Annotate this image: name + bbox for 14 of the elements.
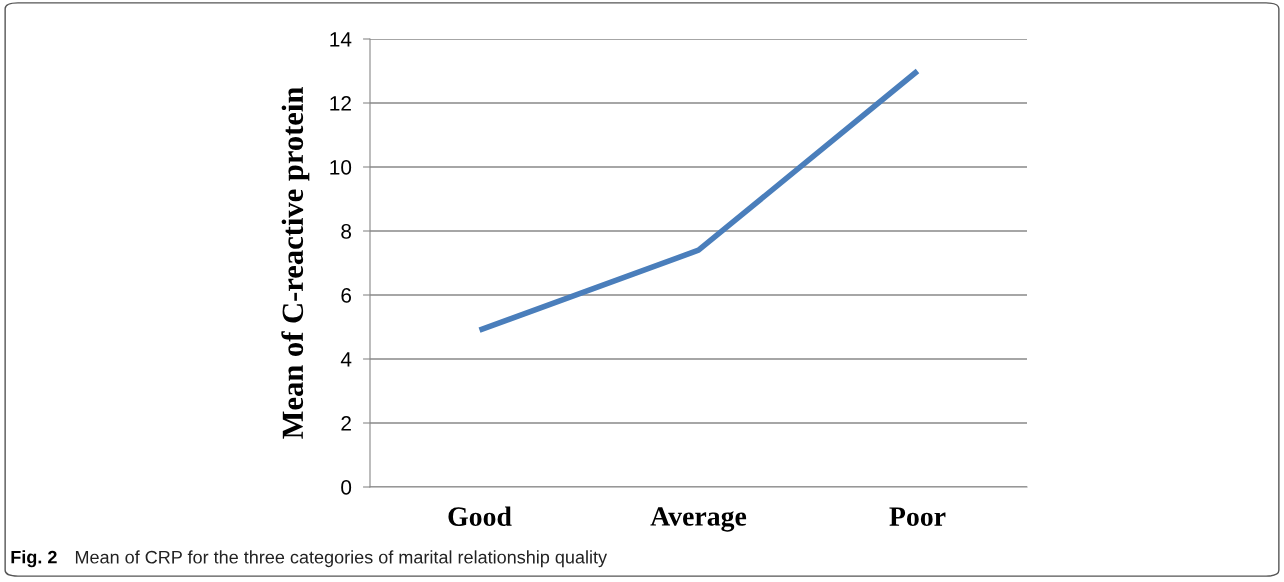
x-tick-label: Average bbox=[650, 507, 747, 532]
y-tick-label: 10 bbox=[330, 160, 352, 175]
y-tick-label: 8 bbox=[341, 224, 352, 239]
text: Mean of CRP for the three categories of marital relationship quality bbox=[75, 550, 608, 568]
caption: Fig. 2 bbox=[11, 550, 57, 568]
y-tick-label: 2 bbox=[341, 416, 351, 431]
x-tick-label: Poor bbox=[889, 507, 946, 526]
y-tick-label: 4 bbox=[340, 352, 352, 367]
x-tick-label: Good bbox=[448, 506, 512, 526]
y-tick-label: 6 bbox=[341, 288, 352, 303]
y-tick-label: 0 bbox=[341, 480, 352, 495]
y-axis-title: Mean of C-reactive protein bbox=[281, 87, 310, 439]
y-tick-label: 12 bbox=[330, 96, 351, 111]
y-tick-label: 14 bbox=[330, 32, 352, 47]
